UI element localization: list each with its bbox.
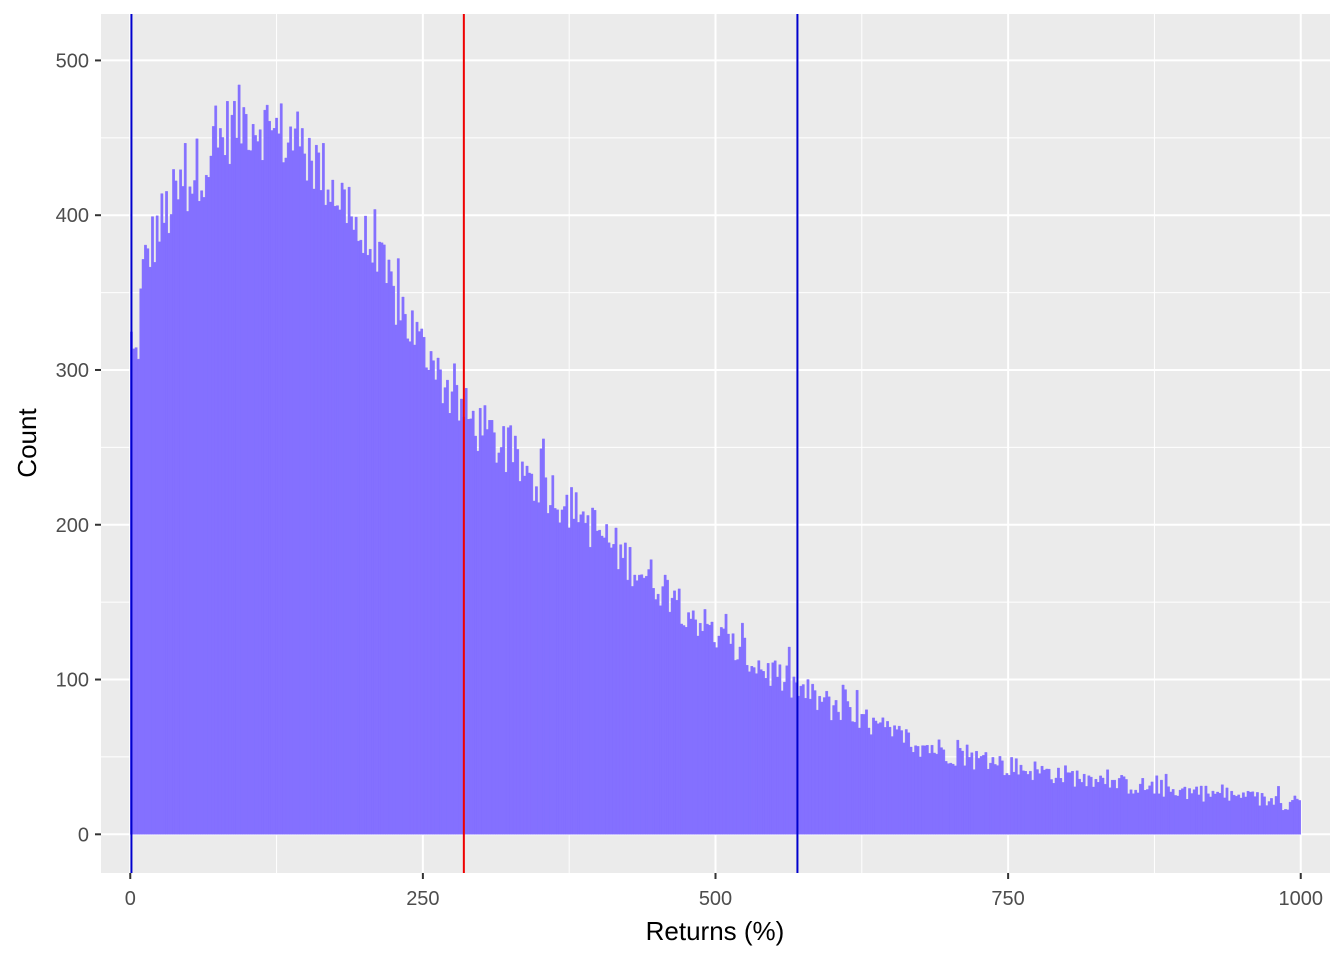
histogram-bars <box>130 84 1301 835</box>
x-tick-label: 500 <box>699 888 732 910</box>
x-tick-label: 250 <box>406 888 439 910</box>
y-tick-label: 0 <box>78 824 89 846</box>
y-tick-label: 300 <box>56 360 89 382</box>
x-axis-tick-labels: 0 250 500 750 1000 <box>125 888 1323 910</box>
y-tick-label: 100 <box>56 670 89 692</box>
histogram-bin-bars <box>130 84 1301 835</box>
y-axis-tick-labels: 0 100 200 300 400 500 <box>56 50 89 846</box>
reference-lines <box>130 14 799 873</box>
x-axis-title: Returns (%) <box>646 916 785 946</box>
x-tick-label: 750 <box>991 888 1024 910</box>
x-tick-label: 1000 <box>1278 888 1323 910</box>
y-tick-label: 200 <box>56 515 89 537</box>
y-axis-title: Count <box>12 408 42 478</box>
y-tick-label: 500 <box>56 50 89 72</box>
y-tick-label: 400 <box>56 205 89 227</box>
x-tick-label: 0 <box>125 888 136 910</box>
axis-ticks <box>95 59 1302 879</box>
